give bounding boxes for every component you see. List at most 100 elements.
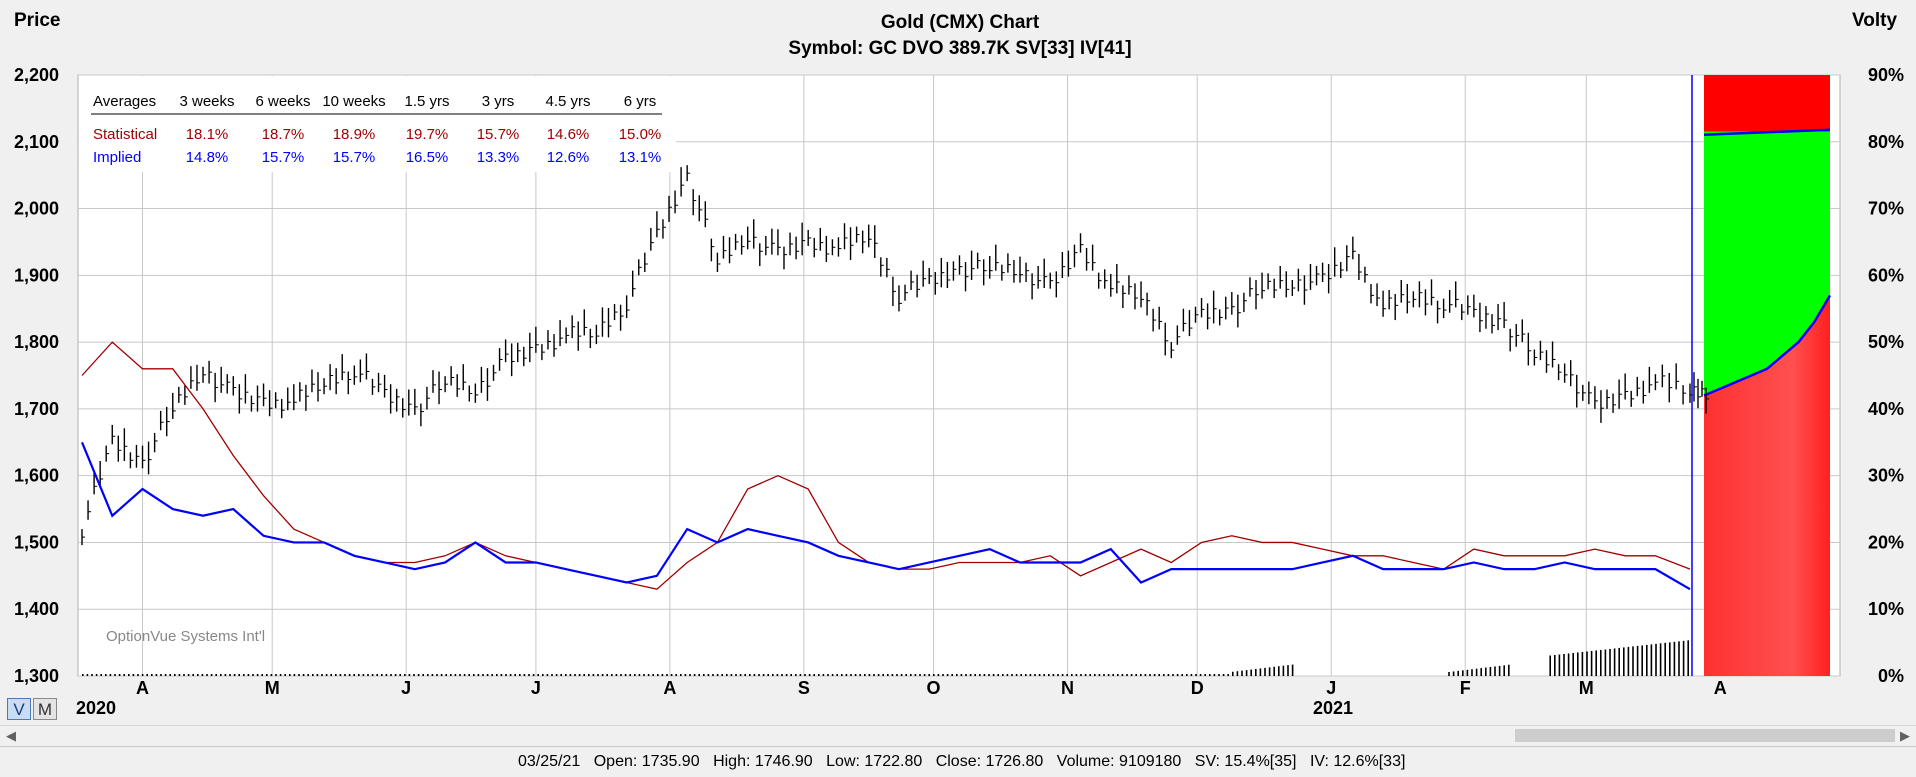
volume-bar	[302, 674, 305, 676]
volume-bar	[831, 674, 834, 676]
forecast-middle-band	[1704, 131, 1830, 396]
volume-bar	[1075, 674, 1078, 676]
month-label: F	[1460, 678, 1471, 698]
left-axis-title: Price	[14, 10, 60, 31]
volume-bar	[1025, 674, 1027, 676]
volume-bar	[284, 674, 286, 676]
volume-bar	[243, 674, 245, 676]
volume-bar	[864, 674, 866, 676]
volume-bar	[1103, 674, 1105, 676]
volume-bar	[928, 674, 930, 676]
watermark: OptionVue Systems Int'l	[106, 628, 265, 645]
volume-bar	[992, 674, 995, 676]
view-m-button[interactable]: M	[33, 698, 57, 720]
volume-bar	[1590, 650, 1593, 676]
month-label: S	[798, 678, 810, 698]
table-cell: 14.8%	[186, 149, 229, 166]
volume-bar	[684, 674, 687, 676]
volume-bar	[799, 674, 802, 676]
scroll-left-arrow-icon[interactable]: ◀	[6, 728, 16, 743]
volume-bar	[804, 674, 806, 676]
volume-bar	[114, 674, 116, 676]
volume-bar	[781, 674, 783, 676]
volume-bar	[1558, 654, 1561, 676]
table-header-cell: 4.5 yrs	[545, 93, 590, 110]
volume-bar	[100, 674, 102, 676]
volume-bar	[551, 674, 553, 676]
right-tick-label: 0%	[1878, 666, 1904, 686]
volume-bar	[739, 674, 742, 676]
volume-bar	[979, 674, 981, 676]
volume-bar	[956, 674, 958, 676]
volume-bar	[565, 674, 567, 676]
scroll-thumb[interactable]	[1515, 729, 1895, 742]
volume-bar	[537, 674, 539, 676]
volume-bar	[174, 674, 176, 676]
volume-bar	[86, 674, 89, 676]
averages-table: Averages 3 weeks 6 weeks 10 weeks 1.5 yrs 3 y…	[79, 76, 676, 172]
right-axis-title: Volty	[1852, 10, 1897, 31]
volume-bar	[1117, 674, 1119, 676]
volume-bar	[275, 674, 277, 676]
volume-bar	[192, 674, 194, 676]
volume-bar	[873, 674, 875, 676]
volume-bar	[592, 674, 595, 676]
volume-bar	[146, 674, 148, 676]
volume-bar	[822, 674, 825, 676]
month-label: M	[265, 678, 280, 698]
month-label: J	[401, 678, 411, 698]
volume-bar	[744, 674, 746, 676]
volume-bar	[1278, 666, 1280, 676]
status-date: 03/25/21	[518, 753, 581, 770]
volume-bar	[790, 674, 792, 676]
table-cell: 12.6%	[547, 149, 590, 166]
volume-bar	[1577, 652, 1579, 676]
volume-bar	[468, 674, 470, 676]
volume-bar	[749, 674, 751, 676]
volume-bar	[1682, 640, 1685, 676]
volume-bar	[1494, 666, 1496, 676]
volume-bar	[726, 674, 728, 676]
volume-bar	[905, 674, 907, 676]
volume-bar	[1195, 674, 1197, 676]
volume-bar	[850, 674, 852, 676]
horizontal-scrollbar[interactable]: ◀ ▶	[0, 725, 1916, 746]
volume-bar	[698, 674, 700, 676]
volume-bar	[519, 674, 521, 676]
volume-bar	[1503, 665, 1505, 676]
volume-bar	[845, 674, 848, 676]
left-tick-label: 2,200	[14, 65, 59, 85]
volume-bar	[1084, 674, 1087, 676]
scroll-right-arrow-icon[interactable]: ▶	[1900, 728, 1910, 743]
volume-bar	[1457, 670, 1459, 676]
volume-bar	[1646, 644, 1648, 676]
left-axis-ticks: 1,300 1,400 1,500 1,600 1,700 1,800 1,900 2,000…	[14, 65, 59, 686]
volume-bar	[1282, 665, 1285, 676]
volume-bar	[1130, 674, 1133, 676]
volume-bar	[1094, 674, 1096, 676]
volume-bar	[436, 674, 438, 676]
volume-bar	[247, 674, 250, 676]
volume-bar	[404, 674, 406, 676]
table-cell: 14.6%	[547, 126, 590, 143]
volume-bar	[1015, 674, 1018, 676]
volume-bar	[1664, 642, 1666, 676]
view-v-button[interactable]: V	[7, 698, 31, 720]
volume-bar	[703, 674, 705, 676]
table-cell: 15.0%	[619, 126, 662, 143]
volume-bar	[588, 674, 590, 676]
month-label: A	[663, 678, 676, 698]
table-header-cell: 3 yrs	[482, 93, 515, 110]
volume-bar	[983, 674, 986, 676]
volume-bar	[371, 674, 374, 676]
volume-bar	[680, 674, 682, 676]
table-cell: 18.9%	[333, 126, 376, 143]
volume-bar	[1480, 668, 1482, 676]
volume-bar	[1144, 674, 1147, 676]
volume-bar	[1135, 674, 1137, 676]
volume-bar	[1213, 674, 1216, 676]
volume-bar	[1273, 666, 1275, 676]
volume-bar	[1567, 653, 1570, 676]
volume-bar	[362, 674, 365, 676]
volume-bar	[1176, 674, 1179, 676]
